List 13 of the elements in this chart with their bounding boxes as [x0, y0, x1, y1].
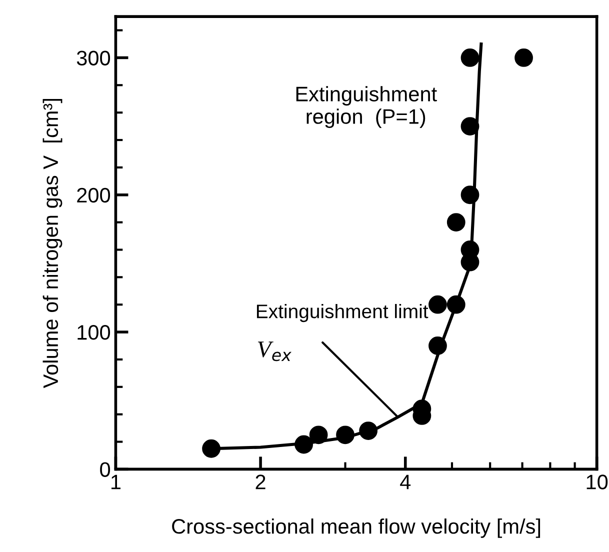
y-tick-label: 100 [78, 325, 110, 340]
x-tick-label: 10 [586, 474, 608, 490]
x-axis-title: Cross-sectional mean flow velocity [m/s] [172, 518, 540, 538]
y-axis-title: Volume of nitrogen gas V [cm³] [42, 99, 62, 388]
annotation: V$_{ex}$ [258, 342, 292, 362]
x-tick-label: 1 [112, 474, 120, 490]
y-tick-label: 0 [100, 462, 110, 477]
x-tick-label: 4 [400, 474, 411, 490]
y-tick-label: 200 [77, 188, 110, 203]
y-tick-label: 300 [76, 50, 110, 66]
x-tick-label: 2 [256, 474, 266, 490]
annotation: Extinguishment limit [256, 304, 428, 322]
annotation: Extinguishment region (P=1) [296, 86, 437, 128]
